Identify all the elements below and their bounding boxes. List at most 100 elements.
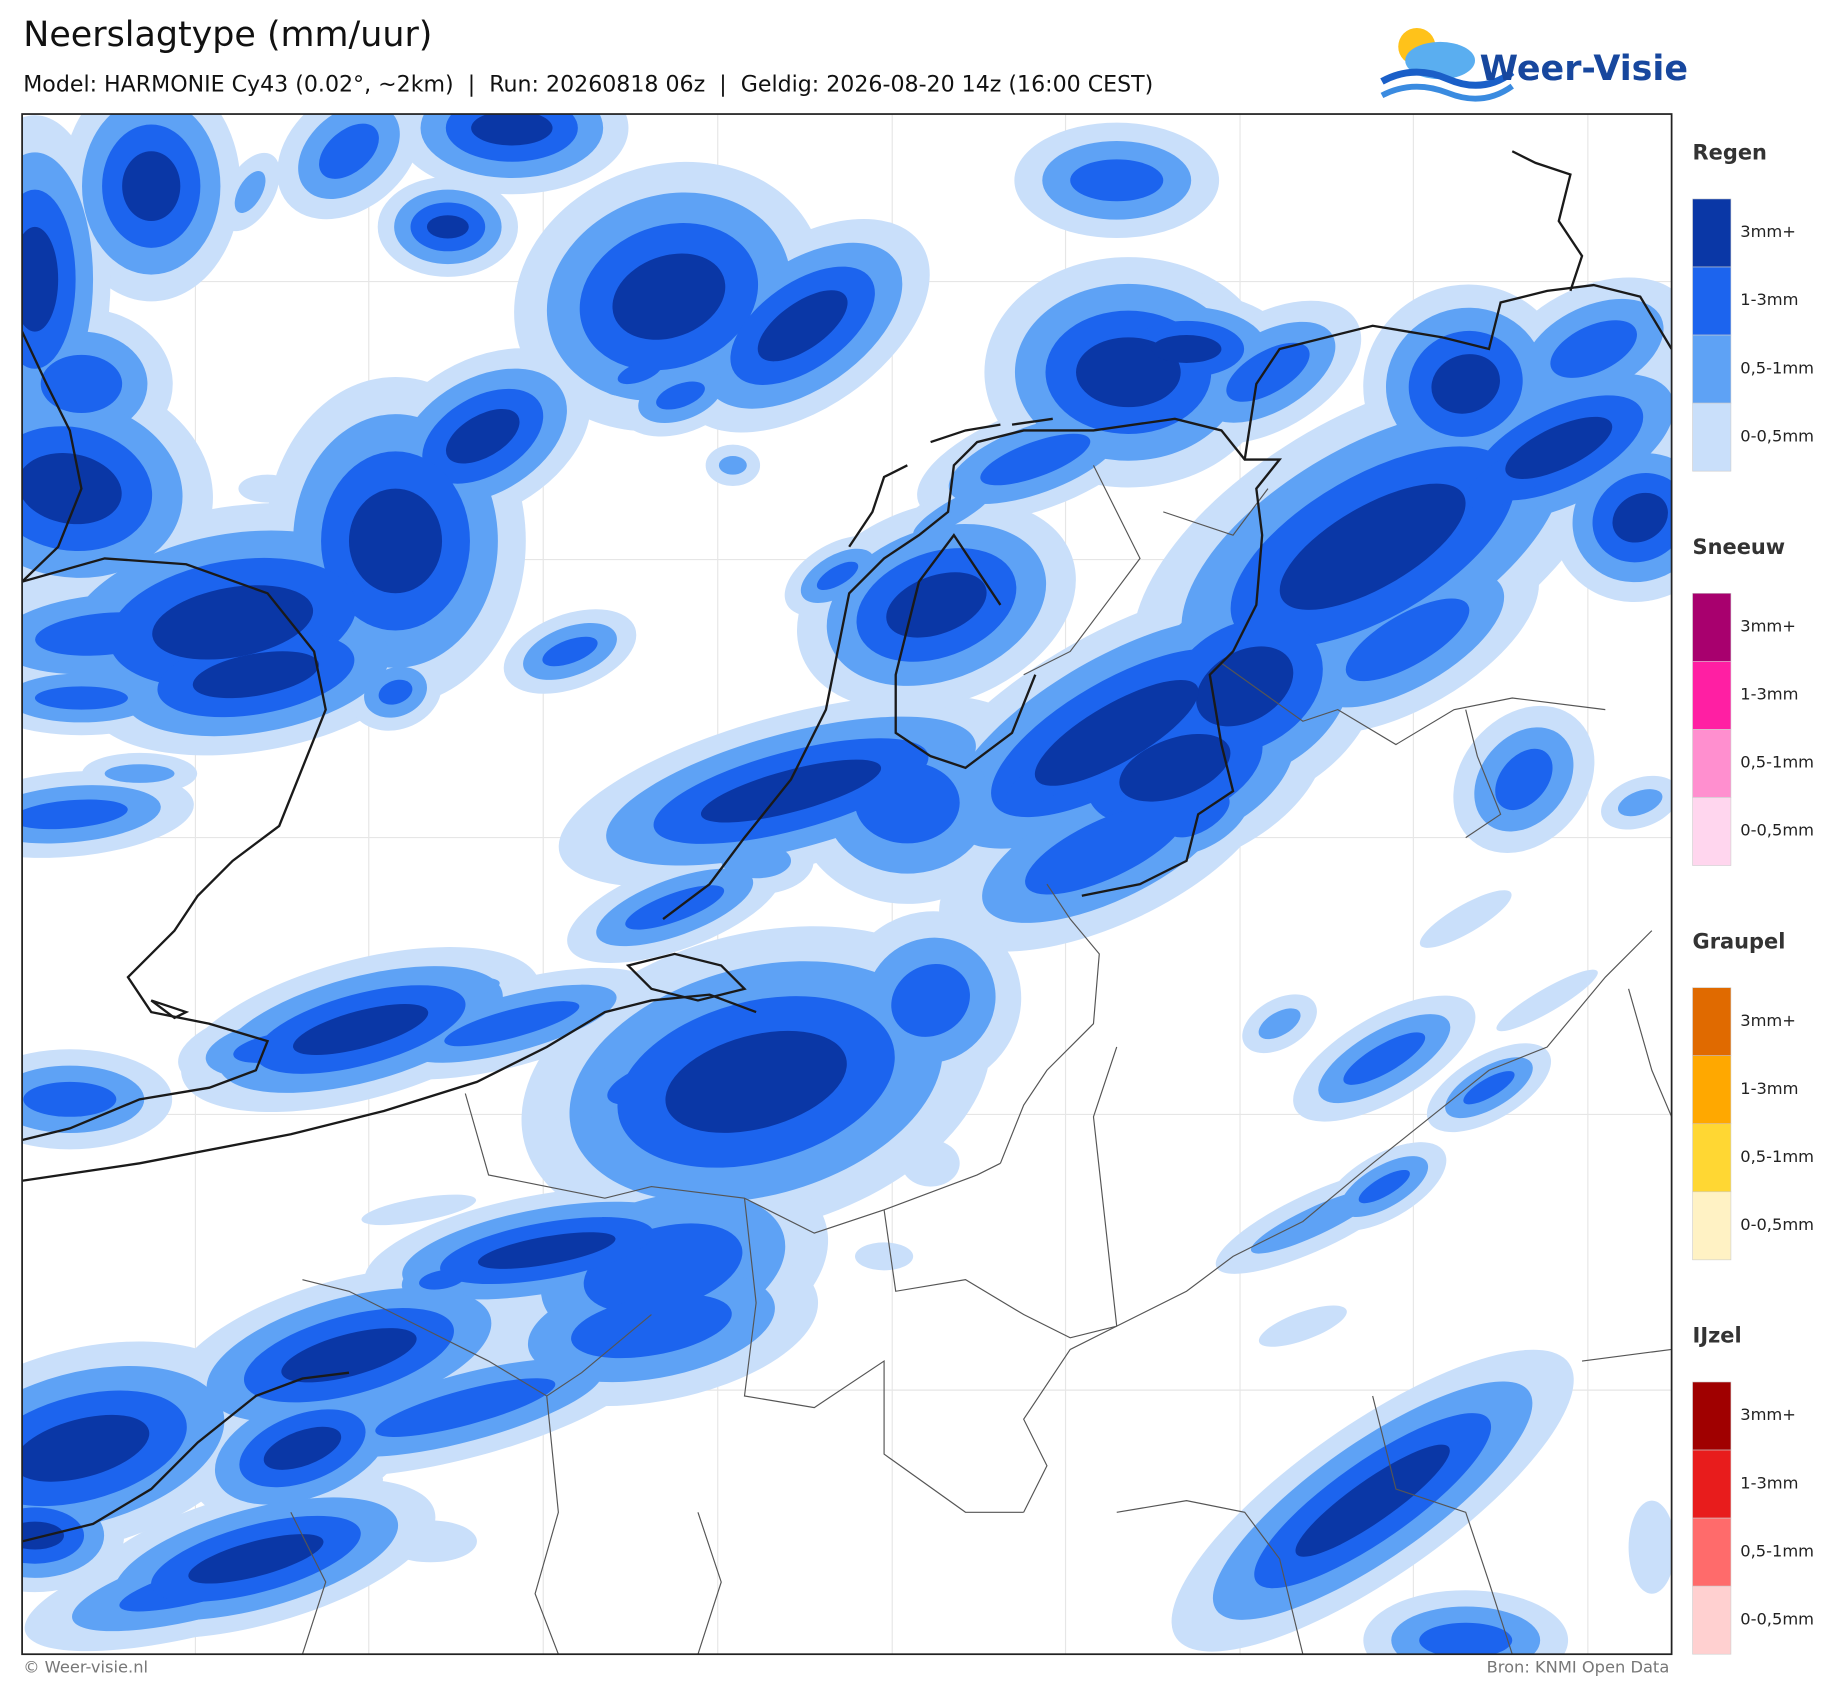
coastline [930,423,1001,444]
rain-area [1076,337,1181,408]
rain-area [348,488,443,594]
border [1628,988,1672,1118]
rain-area [980,433,1091,486]
legend-swatch [1692,661,1732,730]
rain-area [471,114,553,146]
rain-area [665,1030,847,1133]
legend-label: 0,5-1mm [1740,1541,1814,1560]
title: Neerslagtype (mm/uur) [23,15,432,55]
border [1092,1046,1118,1327]
rain-area [901,1140,960,1187]
rain-area [1034,679,1199,786]
rain-area [1463,1071,1515,1105]
legend-swatch [1692,593,1732,662]
coastline [22,993,757,1182]
border [1221,662,1606,746]
legend-label: 0,5-1mm [1740,358,1814,377]
rain-area [263,1426,342,1470]
rain-area [656,381,705,410]
rain-area [319,123,379,179]
rain-area [1419,890,1512,948]
legend-swatch [1692,987,1732,1056]
rain-area [721,843,792,879]
border [1116,1500,1304,1655]
legend-label: 3mm+ [1740,617,1796,636]
legend-swatch [1692,1585,1732,1655]
rain-area [426,215,469,239]
coastline [1011,417,1053,426]
rain-area [445,409,520,464]
rain-area [1279,483,1466,610]
rain-area [477,1232,616,1269]
legend-group-title: Regen [1693,141,1767,165]
legend-label: 3mm+ [1740,222,1796,241]
rain-area [238,474,297,503]
border [743,1198,1024,1513]
rain-area [22,226,59,332]
legend-label: 0-0,5mm [1740,1609,1814,1628]
coastline [22,331,83,583]
legend-group-title: Sneeuw [1693,535,1786,559]
rain-area [22,1414,150,1482]
rain-area [607,1059,696,1105]
legend-label: 3mm+ [1740,1011,1796,1030]
rain-area [1617,789,1663,817]
rain-area [1345,598,1470,682]
border [1465,709,1502,839]
legend-label: 1-3mm [1740,290,1798,309]
rain-area [718,456,747,475]
legend-label: 0,5-1mm [1740,1147,1814,1166]
legend-swatch [1692,1123,1732,1193]
rain-area [293,1004,429,1056]
legend-swatch [1692,198,1732,268]
coastline [625,952,747,1002]
rain-area [122,151,181,222]
rain-area [1505,416,1613,479]
rain-area [1496,969,1598,1032]
rain-area [617,360,662,385]
legend-swatch [1692,1055,1732,1125]
legend-group-title: Graupel [1693,929,1786,953]
rain-area [816,561,859,591]
rain-area [1226,342,1310,402]
rain-area [23,1081,117,1117]
rain-area [34,686,128,710]
rain-area [1196,646,1294,727]
logo-text: Weer-Visie [1480,49,1688,89]
rain-area [700,759,882,823]
map-frame [21,113,1673,1656]
rain-area [625,885,725,930]
border [883,1209,1117,1339]
legend-swatch [1692,1191,1732,1261]
rain-area [234,171,266,213]
rain-area [1431,354,1500,414]
rain-area [22,799,128,830]
rain-area [855,1242,914,1271]
legend-swatch [1692,334,1732,404]
rain-area [378,679,413,705]
rain-area [542,636,598,667]
rain-area [22,1521,64,1550]
border [464,1093,1001,1234]
rain-area [1358,1169,1410,1204]
border [1023,930,1653,1513]
coastline [662,417,1283,920]
rain-area [1419,1622,1513,1655]
footer-source: Bron: KNMI Open Data [1487,1658,1670,1677]
coastline [22,557,327,1142]
border [290,1512,327,1655]
rain-area [1119,733,1231,802]
coastline [150,999,190,1020]
rain-area [40,354,123,413]
rain-area [104,764,175,783]
legend-swatch [1692,1517,1732,1587]
rain-area [1070,159,1164,202]
border [697,1512,722,1655]
border [1023,465,1141,676]
legend-label: 1-3mm [1740,1473,1798,1492]
coastline [22,1371,350,1543]
legend-swatch [1692,797,1732,866]
rain-area [1151,335,1222,363]
